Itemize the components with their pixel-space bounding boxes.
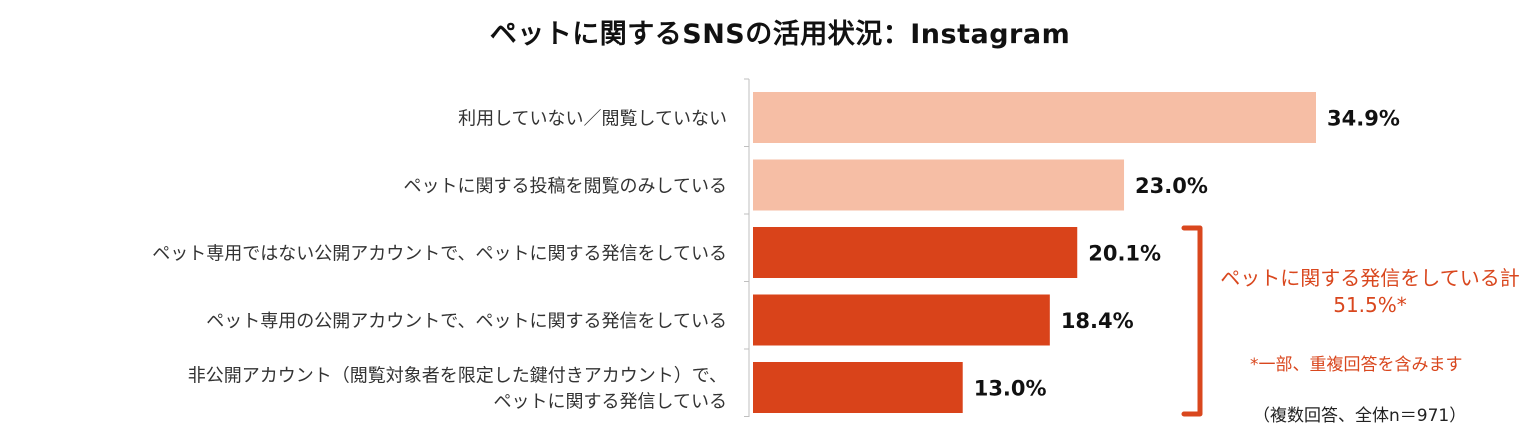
category-label-3: ペット専用ではない公開アカウントで、ペットに関する発信をしている <box>152 244 727 265</box>
value-label-3: 20.1% <box>1088 242 1161 266</box>
chart-title: ペットに関するSNSの活用状況：Instagram <box>489 19 1071 50</box>
category-label-4: ペット専用の公開アカウントで、ペットに関する発信をしている <box>206 311 727 332</box>
bracket-label-line2: 51.5%* <box>1333 293 1407 317</box>
bracket-label-line1: ペットに関する発信をしている計 <box>1220 266 1520 290</box>
bar-5 <box>753 362 963 413</box>
bar-3 <box>753 227 1078 278</box>
category-label-5-line2: ペットに関する発信している <box>494 392 727 413</box>
category-label-2: ペットに関する投稿を閲覧のみしている <box>404 176 727 197</box>
value-label-5: 13.0% <box>974 377 1047 401</box>
group-bracket <box>1181 225 1203 417</box>
value-label-1: 34.9% <box>1327 107 1400 131</box>
overlap-footnote: *一部、重複回答を含みます <box>1250 355 1463 375</box>
category-label-1: 利用していない／閲覧していない <box>458 109 727 130</box>
bar-1 <box>753 92 1316 143</box>
sample-size-note: （複数回答、全体n＝971） <box>1253 406 1467 426</box>
bar-4 <box>753 294 1050 346</box>
category-label-5-line1: 非公開アカウント（閲覧対象者を限定した鍵付きアカウント）で、 <box>188 366 727 387</box>
bar-2 <box>753 159 1125 211</box>
value-label-4: 18.4% <box>1061 309 1134 333</box>
value-label-2: 23.0% <box>1135 174 1208 198</box>
